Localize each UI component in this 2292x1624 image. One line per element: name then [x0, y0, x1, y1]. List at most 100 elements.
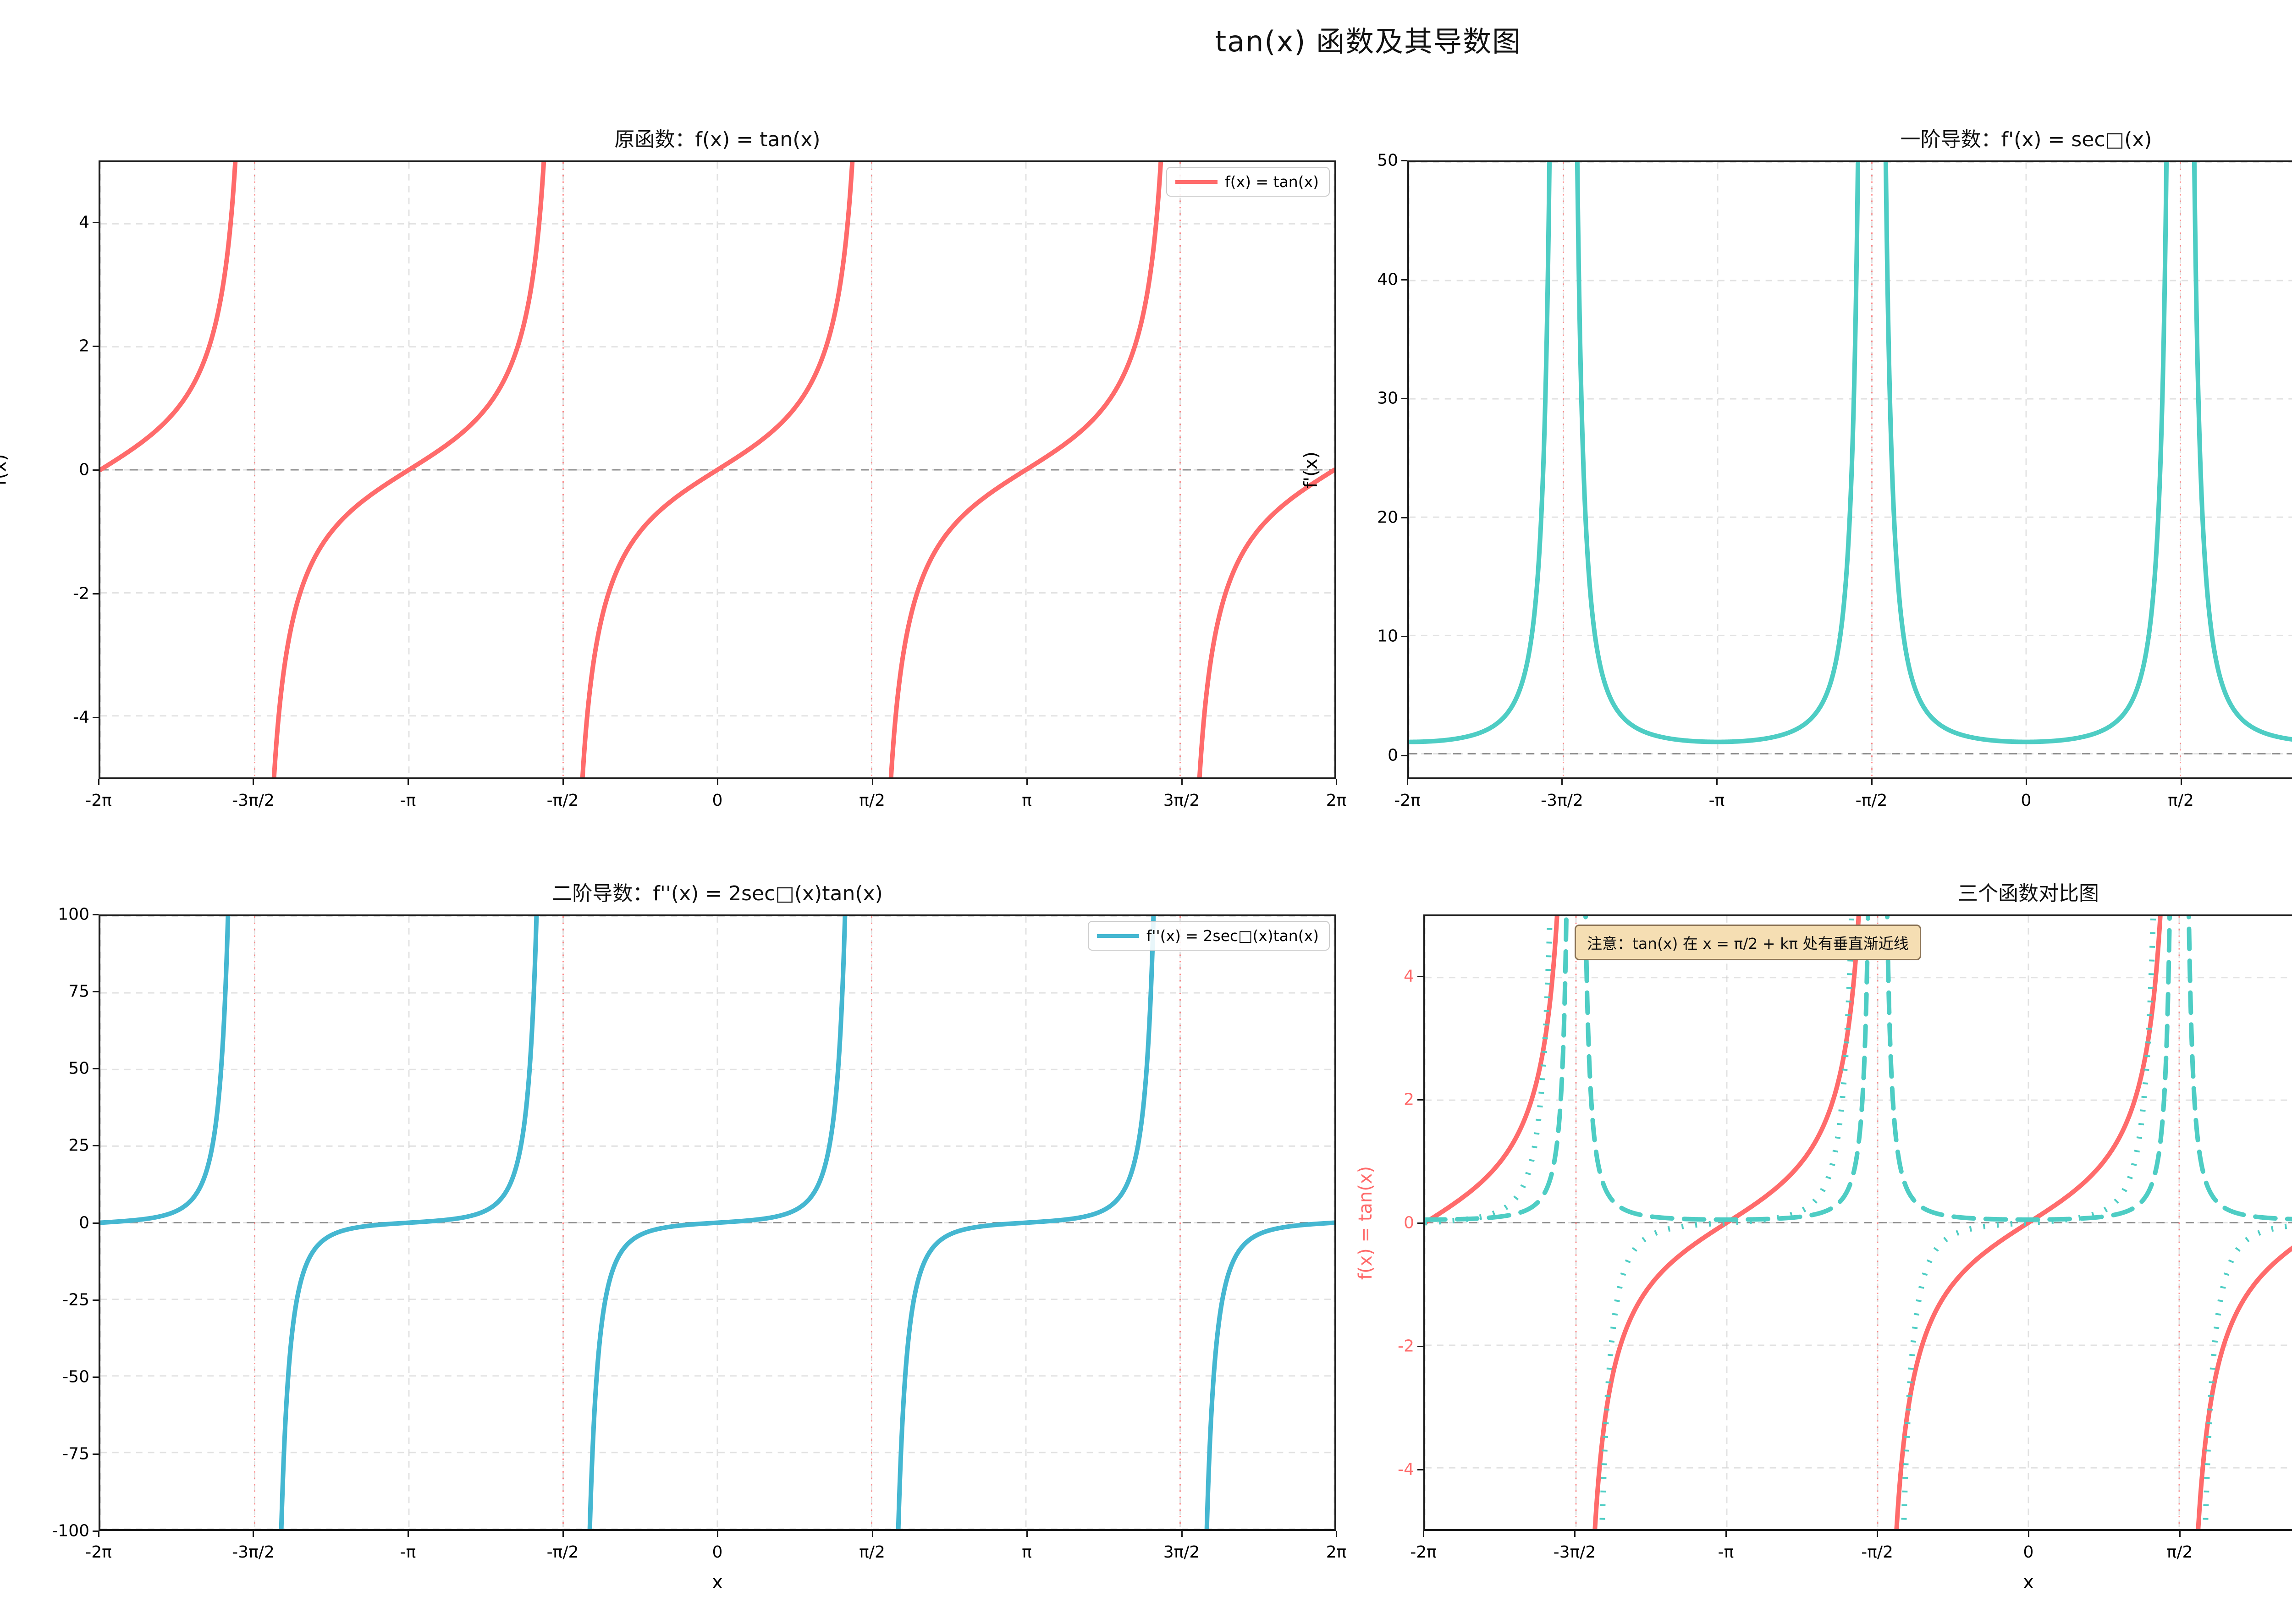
xtick-label: π [1022, 791, 1032, 810]
xtick-label: -π [400, 791, 416, 810]
asymptote-annotation: 注意：tan(x) 在 x = π/2 + kπ 处有垂直渐近线 [1575, 925, 1921, 960]
legend-label: f(x) = tan(x) [1225, 173, 1319, 191]
panel-4-xlabel: x [2023, 1572, 2034, 1593]
xtick-mark [2028, 1531, 2029, 1537]
ytick-mark [93, 1068, 99, 1070]
xtick-mark [253, 779, 254, 785]
panel-1-title: 原函数：f(x) = tan(x) [614, 128, 821, 151]
ytick-mark [93, 1453, 99, 1455]
ytick-label: 2 [1404, 1090, 1414, 1109]
xtick-label: -2π [1394, 791, 1421, 810]
xtick-mark [1181, 779, 1183, 785]
ytick-mark [1401, 636, 1407, 638]
legend-label: f''(x) = 2sec□(x)tan(x) [1146, 927, 1319, 945]
xtick-mark [1026, 1531, 1028, 1537]
panel-4-axes [1423, 914, 2292, 1531]
xtick-mark [1716, 779, 1718, 785]
panel-2-axes [1407, 160, 2292, 779]
xtick-label: 0 [712, 791, 723, 810]
ytick-label: 75 [68, 982, 89, 1001]
panel-3-title: 二阶导数：f''(x) = 2sec□(x)tan(x) [552, 882, 883, 905]
ytick-label: 0 [79, 1213, 89, 1232]
xtick-label: -3π/2 [232, 791, 275, 810]
panel-2-plot [1409, 162, 2292, 777]
xtick-mark [407, 779, 409, 785]
xtick-label: 0 [2021, 791, 2032, 810]
xtick-label: 0 [2023, 1543, 2034, 1562]
xtick-label: π/2 [859, 1543, 885, 1562]
panel-3-plot [100, 916, 1334, 1529]
ytick-mark [93, 469, 99, 471]
xtick-mark [562, 1531, 564, 1537]
ytick-mark [1401, 279, 1407, 281]
panel-second-derivative: 二阶导数：f''(x) = 2sec□(x)tan(x) -2π -3π/2 -π -… [52, 882, 1346, 1593]
xtick-mark [2180, 779, 2182, 785]
xtick-label: -2π [85, 1543, 112, 1562]
xtick-mark [717, 1531, 718, 1537]
ytick-mark [93, 1376, 99, 1378]
ytick-label: -2 [73, 584, 89, 603]
xtick-mark [1336, 779, 1337, 785]
ytick-label: 20 [1377, 508, 1398, 527]
ytick-mark [1401, 517, 1407, 518]
panel-2-ylabel: f'(x) [1300, 451, 1322, 488]
xtick-label: 3π/2 [1163, 791, 1200, 810]
ytick-label: 40 [1377, 270, 1398, 289]
panel-1-ylabel: f(x) [0, 454, 11, 486]
ytick-label: -4 [1398, 1460, 1414, 1479]
ytick-mark [1417, 1099, 1423, 1101]
xtick-mark [1407, 779, 1408, 785]
ytick-label: -100 [52, 1521, 89, 1541]
ytick-mark [93, 1530, 99, 1532]
xtick-label: -π/2 [546, 791, 579, 810]
ytick-mark [93, 1222, 99, 1224]
ytick-label: 25 [68, 1136, 89, 1155]
xtick-mark [1725, 1531, 1727, 1537]
panel-3-axes [99, 914, 1336, 1531]
ytick-mark [93, 1299, 99, 1301]
xtick-mark [1561, 779, 1563, 785]
xtick-label: -3π/2 [1553, 1543, 1596, 1562]
panel-1-legend: f(x) = tan(x) [1166, 167, 1330, 197]
ytick-mark [93, 717, 99, 718]
legend-entry[interactable]: f(x) = tan(x) [1175, 174, 1319, 189]
panel-2-title: 一阶导数：f'(x) = sec□(x) [1900, 128, 2152, 151]
panel-1-axes [99, 160, 1336, 779]
panel-sec2: 一阶导数：f'(x) = sec□(x) -2π-3π/2-π-π/20π/2π… [1300, 128, 2292, 810]
ytick-mark [1401, 755, 1407, 757]
panel-1-plot [100, 162, 1334, 777]
xtick-label: -2π [85, 791, 112, 810]
ytick-mark [1417, 975, 1423, 977]
ytick-label: 0 [1404, 1213, 1414, 1232]
ytick-label: -25 [62, 1290, 89, 1310]
panel-4-ylabel-left: f(x) = tan(x) [1355, 1166, 1377, 1280]
xtick-label: π [1022, 1543, 1032, 1562]
ytick-mark [93, 914, 99, 915]
ytick-mark [1417, 1469, 1423, 1470]
ytick-mark [93, 1145, 99, 1147]
ytick-mark [1417, 1222, 1423, 1224]
ytick-mark [93, 222, 99, 223]
xtick-mark [407, 1531, 409, 1537]
ytick-mark [93, 346, 99, 347]
xtick-label: 3π/2 [1163, 1543, 1200, 1562]
panel-tan: 原函数：f(x) = tan(x) -2π -3π/2 -π -π/2 0 π/2 π 3π/… [0, 128, 1346, 810]
xtick-mark [1336, 1531, 1337, 1537]
xtick-label: -2π [1410, 1543, 1437, 1562]
ytick-mark [1401, 160, 1407, 161]
xtick-mark [871, 779, 873, 785]
xtick-mark [1871, 779, 1873, 785]
xtick-label: -π/2 [546, 1543, 579, 1562]
ytick-label: 0 [1388, 746, 1398, 765]
xtick-mark [1877, 1531, 1878, 1537]
figure-suptitle: tan(x) 函数及其导数图 [1215, 25, 1522, 58]
xtick-mark [717, 779, 718, 785]
xtick-label: 2π [1326, 791, 1347, 810]
xtick-mark [1423, 1531, 1424, 1537]
ytick-label: 0 [79, 460, 89, 479]
xtick-label: -3π/2 [1541, 791, 1583, 810]
xtick-mark [871, 1531, 873, 1537]
legend-entry[interactable]: f''(x) = 2sec□(x)tan(x) [1096, 927, 1319, 945]
ytick-mark [93, 991, 99, 993]
